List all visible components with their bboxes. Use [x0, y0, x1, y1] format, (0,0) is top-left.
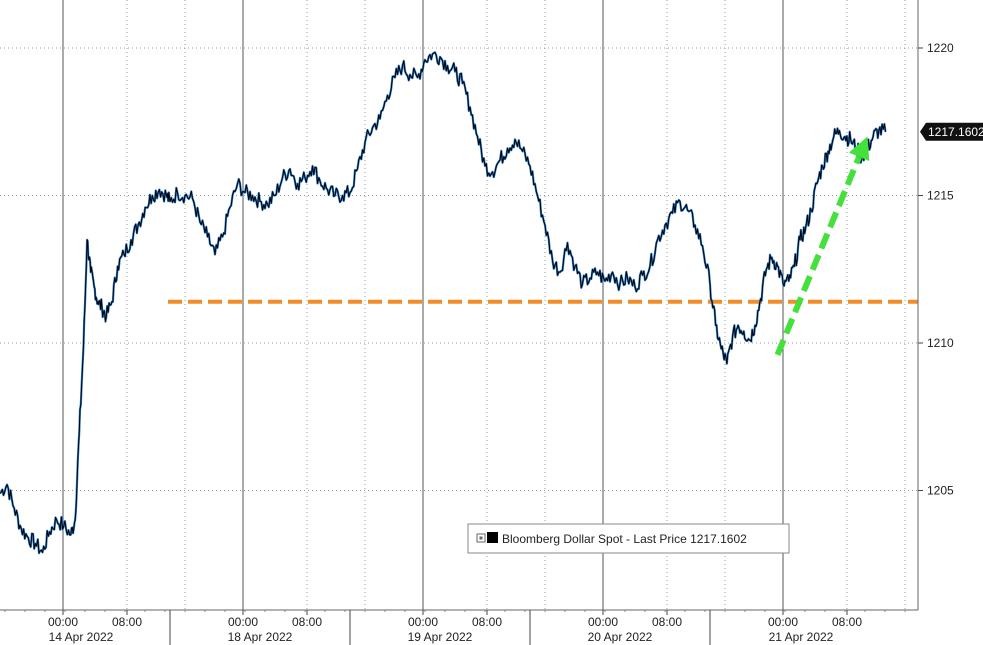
- x-tick-label: 00:00: [588, 615, 618, 629]
- x-tick-label: 08:00: [292, 615, 322, 629]
- grid-layer: [0, 0, 918, 610]
- legend-checkbox-mark: [479, 536, 483, 540]
- legend-entry: Bloomberg Dollar Spot - Last Price 1217.…: [502, 532, 747, 546]
- x-tick-label: 00:00: [228, 615, 258, 629]
- x-date-label: 18 Apr 2022: [228, 630, 293, 644]
- last-value-box: 1217.1602: [920, 122, 983, 141]
- x-tick-label: 00:00: [408, 615, 438, 629]
- y-tick-label: 1215: [927, 189, 954, 203]
- annotation-arrow-head: [848, 136, 870, 162]
- legend-swatch-icon: [487, 532, 498, 543]
- y-tick-label: 1210: [927, 336, 954, 350]
- annotation-arrow-layer: [774, 136, 870, 356]
- x-date-label: 21 Apr 2022: [769, 630, 834, 644]
- x-tick-label: 08:00: [652, 615, 682, 629]
- annotation-arrow-shaft: [774, 155, 862, 356]
- legend-box: [467, 523, 790, 554]
- x-date-label: 19 Apr 2022: [408, 630, 473, 644]
- x-date-label: 14 Apr 2022: [49, 630, 114, 644]
- axis-layer: 1205 1210 1215 1220 00:00 08:00 00:00 08:00 00:0…: [0, 0, 954, 645]
- series-layer: [0, 51, 887, 555]
- x-tick-label: 08:00: [832, 615, 862, 629]
- legend[interactable]: Bloomberg Dollar Spot - Last Price 1217.…: [467, 523, 790, 554]
- x-tick-label: 08:00: [472, 615, 502, 629]
- x-tick-label: 00:00: [768, 615, 798, 629]
- last-value-box-bg: [920, 122, 983, 141]
- x-tick-label: 08:00: [112, 615, 142, 629]
- y-tick-label: 1205: [927, 484, 954, 498]
- x-date-label: 20 Apr 2022: [588, 630, 653, 644]
- series-line: [0, 51, 886, 554]
- x-tick-label: 00:00: [48, 615, 78, 629]
- last-value-label: 1217.1602: [928, 125, 983, 139]
- y-tick-label: 1220: [927, 41, 954, 55]
